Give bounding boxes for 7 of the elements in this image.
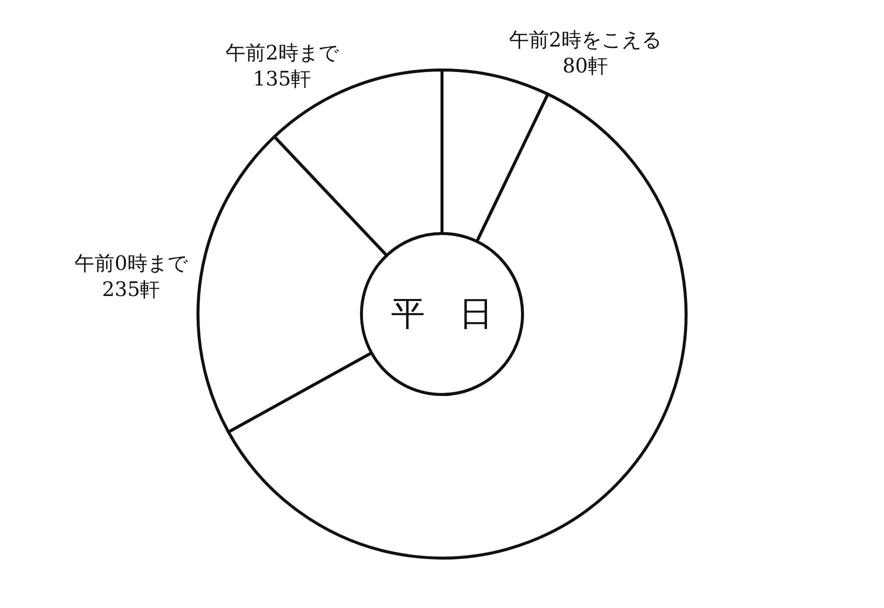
data-label: 135軒 bbox=[252, 66, 312, 91]
slice-label: 午前0時まで bbox=[74, 250, 188, 275]
slice-label: 午前2時をこえる bbox=[508, 27, 662, 52]
data-label: 80軒 bbox=[562, 53, 608, 78]
slice-label: 午前2時まで bbox=[226, 40, 340, 65]
data-label: 235軒 bbox=[102, 276, 160, 301]
text: 平 日 bbox=[391, 294, 493, 334]
